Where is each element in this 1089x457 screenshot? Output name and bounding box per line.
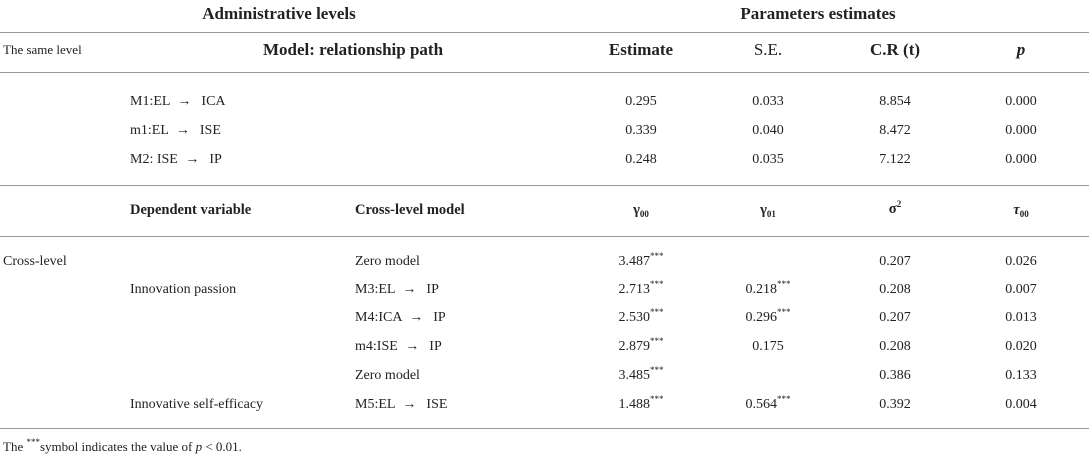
- administrative-levels-header: Administrative levels: [202, 4, 356, 23]
- arrow-icon: →: [402, 397, 417, 412]
- dependent-variable-innovation-passion: Innovation passion: [130, 282, 237, 297]
- se-cell: 0.040: [752, 123, 784, 138]
- cross-model-cell: M3:EL → IP: [355, 282, 439, 297]
- cross-model-cell: M4:ICA → IP: [355, 310, 446, 325]
- model-path-cell: M1:EL → ICA: [130, 94, 226, 109]
- gamma01-header: γ01: [760, 202, 776, 219]
- estimate-cell: 0.295: [625, 94, 657, 109]
- gamma00-cell: 1.488***: [618, 394, 664, 412]
- p-cell: 0.000: [1005, 123, 1037, 138]
- estimate-cell: 0.339: [625, 123, 657, 138]
- se-header: S.E.: [753, 40, 783, 59]
- cross-model-cell: m4:ISE → IP: [355, 339, 442, 354]
- sigma2-cell: 0.386: [879, 368, 911, 383]
- tau00-cell: 0.004: [1005, 397, 1037, 412]
- gamma00-cell: 2.713***: [618, 279, 664, 297]
- p-cell: 0.000: [1005, 94, 1037, 109]
- cr-cell: 8.854: [879, 94, 911, 109]
- model-path-cell: m1:EL → ISE: [130, 123, 221, 138]
- gamma00-cell: 2.530***: [618, 307, 664, 325]
- table-bottom-rule: [0, 428, 1089, 429]
- cr-cell: 8.472: [879, 123, 911, 138]
- tau00-cell: 0.133: [1005, 368, 1037, 383]
- section-rule: [0, 185, 1089, 186]
- arrow-icon: →: [185, 152, 200, 167]
- model-path-cell: M2: ISE → IP: [130, 152, 222, 167]
- same-level-label: The same level: [3, 42, 82, 57]
- footnote: The ***symbol indicates the value of p <…: [3, 437, 242, 454]
- cross-level-model-header: Cross-level model: [355, 202, 465, 218]
- cr-cell: 7.122: [879, 152, 911, 167]
- p-header: p: [1016, 40, 1026, 59]
- model-path-header: Model: relationship path: [262, 40, 444, 59]
- arrow-icon: →: [177, 94, 192, 109]
- cross-model-cell: Zero model: [355, 368, 420, 383]
- gamma01-cell: 0.175: [752, 339, 784, 354]
- se-cell: 0.035: [752, 152, 784, 167]
- gamma00-cell: 3.487***: [618, 251, 664, 269]
- gamma00-header: γ00: [633, 202, 649, 219]
- arrow-icon: →: [405, 339, 420, 354]
- gamma00-cell: 3.485***: [618, 365, 664, 383]
- dependent-variable-innovative-self-efficacy: Innovative self-efficacy: [130, 397, 264, 412]
- arrow-icon: →: [402, 282, 417, 297]
- estimate-header: Estimate: [608, 40, 674, 59]
- parameters-estimates-header: Parameters estimates: [740, 4, 896, 23]
- cross-model-cell: M5:EL → ISE: [355, 397, 448, 412]
- se-cell: 0.033: [752, 94, 784, 109]
- sigma2-cell: 0.207: [879, 310, 911, 325]
- dependent-variable-header: Dependent variable: [130, 202, 252, 218]
- tau00-cell: 0.020: [1005, 339, 1037, 354]
- estimate-cell: 0.248: [625, 152, 657, 167]
- tau00-cell: 0.007: [1005, 282, 1037, 297]
- cross-level-label: Cross-level: [3, 254, 67, 269]
- sigma2-header: σ2: [888, 199, 902, 217]
- header-rule-bottom: [0, 72, 1089, 73]
- cross-header-rule: [0, 236, 1089, 237]
- gamma01-cell: 0.218***: [745, 279, 791, 297]
- sigma2-cell: 0.208: [879, 282, 911, 297]
- p-cell: 0.000: [1005, 152, 1037, 167]
- sigma2-cell: 0.392: [879, 397, 911, 412]
- cr-header: C.R (t): [869, 40, 921, 59]
- header-rule-top: [0, 32, 1089, 33]
- cross-model-cell: Zero model: [355, 254, 420, 269]
- gamma01-cell: 0.296***: [745, 307, 791, 325]
- arrow-icon: →: [175, 123, 190, 138]
- tau00-header: τ00: [1013, 202, 1029, 219]
- gamma00-cell: 2.879***: [618, 336, 664, 354]
- sigma2-cell: 0.208: [879, 339, 911, 354]
- arrow-icon: →: [409, 310, 424, 325]
- tau00-cell: 0.026: [1005, 254, 1037, 269]
- gamma01-cell: 0.564***: [745, 394, 791, 412]
- sigma2-cell: 0.207: [879, 254, 911, 269]
- tau00-cell: 0.013: [1005, 310, 1037, 325]
